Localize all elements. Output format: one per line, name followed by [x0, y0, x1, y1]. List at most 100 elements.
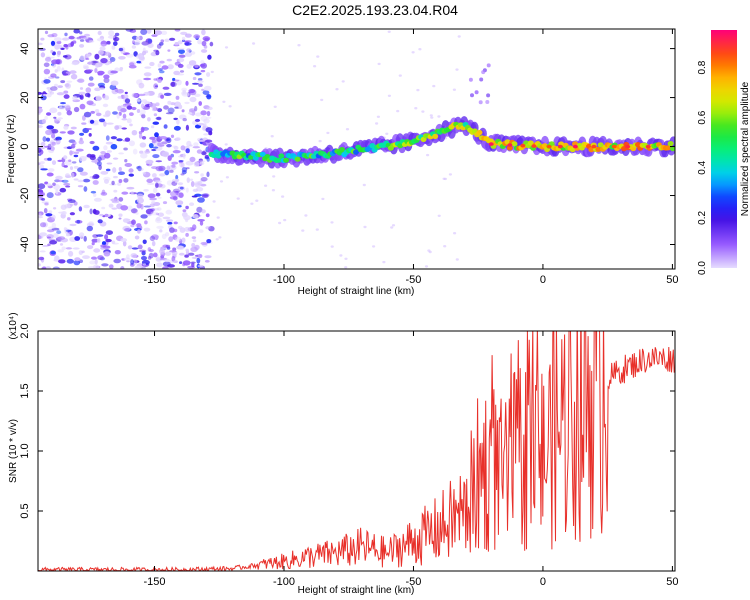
noise-cell	[313, 65, 317, 68]
noise-cell	[126, 118, 132, 124]
noise-cell	[175, 95, 180, 100]
noise-cell	[95, 62, 99, 69]
y-axis-title: SNR (10 * v/v)	[8, 419, 19, 483]
noise-cell	[173, 79, 180, 82]
noise-cell	[56, 40, 62, 45]
noise-cell	[117, 182, 122, 186]
noise-cell	[162, 86, 170, 90]
noise-cell	[90, 190, 97, 194]
noise-cell	[121, 191, 129, 195]
noise-cell	[188, 88, 196, 94]
noise-cell	[94, 174, 100, 179]
noise-cell	[344, 257, 348, 260]
heatmap-cells	[38, 29, 675, 269]
noise-cell	[326, 131, 330, 135]
signal-tail	[478, 100, 483, 105]
noise-cell	[58, 105, 63, 108]
noise-cell	[46, 125, 54, 130]
noise-cell	[113, 258, 121, 264]
noise-cell	[387, 94, 391, 98]
noise-cell	[151, 201, 156, 204]
noise-cell	[38, 183, 46, 190]
noise-cell	[113, 41, 118, 46]
noise-cell	[196, 257, 201, 264]
noise-cell	[135, 36, 140, 40]
noise-cell	[147, 38, 152, 43]
signal-cell	[283, 157, 290, 163]
noise-cell	[69, 70, 77, 74]
noise-cell	[118, 111, 122, 116]
noise-cell	[153, 187, 158, 194]
noise-cell	[109, 57, 116, 62]
noise-cell	[176, 119, 180, 125]
noise-cell	[150, 211, 159, 216]
noise-cell	[140, 214, 148, 219]
noise-cell	[155, 160, 163, 163]
noise-cell	[272, 175, 276, 178]
signal-peak	[531, 144, 537, 148]
noise-cell	[184, 254, 189, 258]
noise-cell	[198, 253, 203, 259]
noise-cell	[155, 85, 158, 88]
noise-cell	[182, 153, 186, 159]
noise-cell	[250, 202, 254, 205]
noise-cell	[60, 204, 67, 210]
noise-cell	[335, 88, 339, 91]
noise-cell	[200, 59, 205, 65]
signal-tail	[470, 93, 474, 98]
noise-cell	[128, 140, 135, 147]
noise-cell	[95, 112, 102, 117]
noise-cell	[112, 167, 117, 173]
noise-cell	[103, 145, 108, 151]
signal-cell	[597, 142, 604, 148]
noise-cell	[63, 227, 67, 231]
noise-cell	[208, 226, 215, 232]
noise-cell	[163, 92, 172, 96]
noise-cell	[66, 80, 73, 83]
noise-cell	[98, 118, 106, 123]
noise-cell	[207, 54, 212, 60]
noise-cell	[432, 84, 436, 88]
noise-cell	[416, 88, 420, 92]
noise-cell	[128, 64, 137, 69]
noise-cell	[144, 220, 148, 225]
noise-cell	[128, 168, 134, 173]
noise-cell	[169, 196, 178, 200]
figure-title: C2E2.2025.193.23.04.R04	[292, 2, 458, 18]
noise-cell	[131, 45, 137, 49]
noise-cell	[385, 132, 389, 135]
noise-cell	[73, 29, 80, 34]
noise-cell	[118, 213, 123, 217]
noise-cell	[157, 63, 162, 68]
noise-cell	[139, 142, 147, 148]
noise-cell	[197, 264, 204, 268]
noise-cell	[426, 153, 430, 157]
noise-cell	[185, 124, 189, 131]
noise-cell	[455, 258, 459, 261]
noise-cell	[178, 54, 186, 58]
signal-cell	[278, 153, 285, 159]
line-plot-area	[38, 331, 675, 571]
noise-cell	[278, 221, 282, 225]
noise-cell	[179, 70, 185, 73]
noise-cell	[48, 210, 53, 214]
noise-cell	[153, 78, 158, 81]
noise-cell	[126, 254, 130, 259]
noise-cell	[189, 96, 197, 103]
noise-cell	[118, 56, 126, 60]
noise-cell	[156, 216, 161, 222]
noise-cell	[160, 30, 168, 35]
noise-cell	[169, 37, 176, 41]
noise-cell	[175, 174, 179, 180]
noise-cell	[65, 229, 72, 232]
noise-cell	[96, 161, 102, 167]
noise-cell	[59, 187, 67, 193]
noise-cell	[181, 109, 185, 113]
noise-cell	[38, 147, 42, 153]
noise-cell	[47, 34, 55, 38]
y-tick-label: 0.5	[19, 503, 31, 518]
noise-cell	[85, 128, 93, 130]
noise-cell	[100, 58, 108, 64]
signal-peak	[546, 144, 552, 149]
noise-cell	[172, 150, 181, 154]
